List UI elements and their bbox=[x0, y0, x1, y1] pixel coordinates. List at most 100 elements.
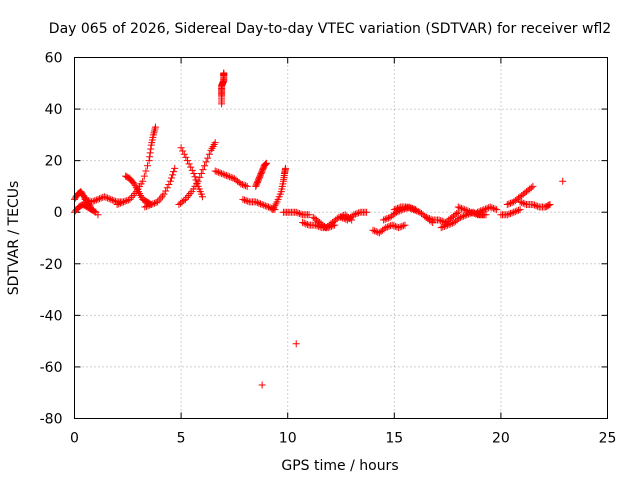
data-point bbox=[503, 200, 511, 208]
data-point bbox=[559, 177, 567, 185]
data-point bbox=[265, 203, 273, 211]
data-point bbox=[168, 174, 176, 182]
data-point bbox=[401, 221, 409, 229]
plot-frame bbox=[74, 57, 608, 419]
data-point bbox=[413, 207, 421, 215]
data-point bbox=[506, 199, 514, 207]
data-point bbox=[486, 203, 494, 211]
data-point bbox=[197, 170, 205, 178]
data-point bbox=[169, 171, 177, 179]
axis-ticks bbox=[74, 57, 608, 419]
data-point bbox=[411, 206, 419, 214]
series-arc-q bbox=[337, 208, 371, 224]
data-point bbox=[171, 164, 179, 172]
data-point bbox=[297, 210, 305, 218]
data-point bbox=[527, 184, 535, 192]
data-point bbox=[534, 202, 542, 210]
data-point bbox=[240, 181, 248, 189]
data-point bbox=[105, 195, 113, 203]
data-point bbox=[475, 208, 483, 216]
data-point bbox=[192, 176, 200, 184]
y-tick-label: 20 bbox=[45, 154, 63, 170]
data-point bbox=[104, 194, 112, 202]
data-point bbox=[425, 215, 433, 223]
data-point bbox=[180, 197, 188, 205]
data-point bbox=[464, 207, 472, 215]
data-point bbox=[511, 208, 519, 216]
x-tick-label: 25 bbox=[599, 431, 617, 447]
data-point bbox=[160, 190, 168, 198]
data-point bbox=[390, 222, 398, 230]
data-point bbox=[162, 187, 170, 195]
data-point bbox=[493, 206, 501, 214]
data-point bbox=[94, 195, 102, 203]
data-point bbox=[513, 207, 521, 215]
series-arc-h bbox=[177, 144, 206, 201]
data-point bbox=[253, 199, 261, 207]
data-point bbox=[447, 220, 455, 228]
data-point bbox=[456, 204, 464, 212]
data-point bbox=[381, 215, 389, 223]
data-point bbox=[113, 200, 121, 208]
data-point bbox=[473, 208, 481, 216]
data-point bbox=[353, 210, 361, 218]
data-point bbox=[350, 211, 358, 219]
data-point bbox=[120, 198, 128, 206]
data-point bbox=[81, 195, 89, 203]
data-point bbox=[382, 224, 390, 232]
data-point bbox=[444, 221, 452, 229]
data-point bbox=[157, 194, 165, 202]
series-arc-f bbox=[141, 164, 179, 211]
data-point bbox=[439, 223, 447, 231]
data-point bbox=[199, 166, 207, 174]
data-point bbox=[454, 203, 462, 211]
data-point bbox=[399, 222, 407, 230]
data-point bbox=[398, 222, 406, 230]
data-point bbox=[140, 172, 148, 180]
data-point bbox=[508, 199, 516, 207]
data-point bbox=[532, 202, 540, 210]
data-point bbox=[202, 158, 210, 166]
data-point bbox=[457, 204, 465, 212]
data-point bbox=[142, 202, 150, 210]
data-point bbox=[146, 149, 154, 157]
data-point bbox=[150, 129, 158, 137]
x-tick-label: 0 bbox=[70, 431, 79, 447]
data-point bbox=[462, 206, 470, 214]
data-point bbox=[292, 208, 300, 216]
data-point bbox=[255, 199, 263, 207]
data-point bbox=[242, 197, 250, 205]
data-point bbox=[384, 214, 392, 222]
data-point bbox=[102, 193, 110, 201]
data-point bbox=[219, 170, 227, 178]
data-point bbox=[182, 153, 190, 161]
data-point bbox=[459, 205, 467, 213]
data-point bbox=[383, 215, 391, 223]
data-point bbox=[211, 139, 219, 147]
data-point bbox=[201, 162, 209, 170]
series-outliers bbox=[94, 177, 567, 389]
data-point bbox=[405, 204, 413, 212]
data-point bbox=[185, 160, 193, 168]
data-point bbox=[193, 179, 201, 187]
data-point bbox=[260, 201, 268, 209]
data-point bbox=[88, 198, 96, 206]
series-arc-m bbox=[269, 164, 290, 214]
data-point bbox=[252, 198, 260, 206]
data-point bbox=[460, 212, 468, 220]
data-point bbox=[150, 199, 158, 207]
x-axis-label: GPS time / hours bbox=[281, 458, 398, 474]
data-point bbox=[529, 200, 537, 208]
data-point bbox=[393, 204, 401, 212]
chart-title: Day 065 of 2026, Sidereal Day-to-day VTE… bbox=[49, 21, 611, 37]
data-point bbox=[177, 144, 185, 152]
data-point bbox=[508, 209, 516, 217]
data-point bbox=[516, 198, 524, 206]
series-arc-k bbox=[239, 195, 279, 214]
data-point bbox=[121, 197, 129, 205]
data-point bbox=[126, 195, 134, 203]
data-point bbox=[477, 207, 485, 215]
data-point bbox=[469, 209, 477, 217]
x-tick-label: 15 bbox=[385, 431, 403, 447]
